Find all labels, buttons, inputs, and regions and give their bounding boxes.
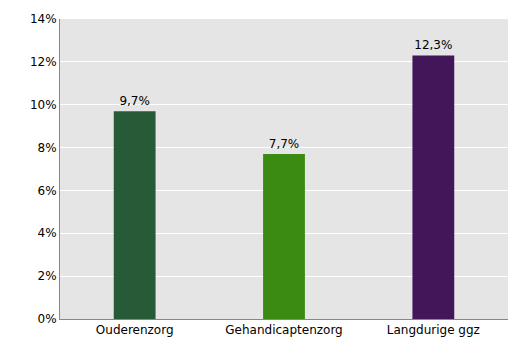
svg-text:Gehandicaptenzorg: Gehandicaptenzorg [225, 323, 342, 337]
svg-text:4%: 4% [38, 226, 57, 240]
svg-text:0%: 0% [38, 312, 57, 326]
svg-text:12%: 12% [30, 55, 57, 69]
svg-text:Ouderenzorg: Ouderenzorg [96, 323, 174, 337]
svg-text:6%: 6% [38, 184, 57, 198]
svg-text:10%: 10% [30, 98, 57, 112]
svg-text:8%: 8% [38, 141, 57, 155]
svg-text:14%: 14% [30, 12, 57, 26]
svg-text:12,3%: 12,3% [414, 38, 452, 52]
svg-text:9,7%: 9,7% [119, 94, 150, 108]
svg-text:Langdurige ggz: Langdurige ggz [387, 323, 480, 337]
svg-text:7,7%: 7,7% [269, 137, 300, 151]
svg-text:2%: 2% [38, 269, 57, 283]
